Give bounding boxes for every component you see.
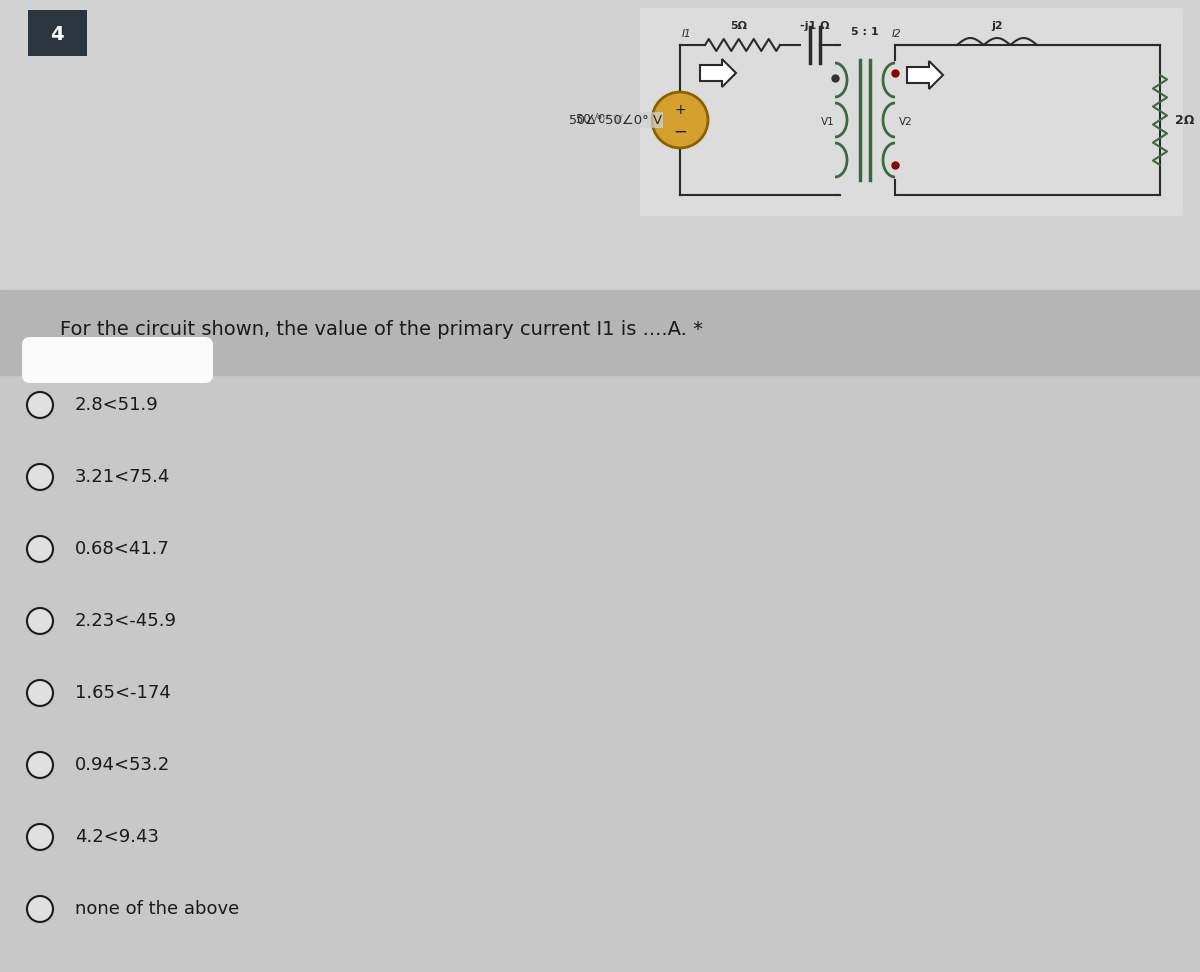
Bar bbox=[0, 0, 1200, 290]
FancyBboxPatch shape bbox=[28, 10, 88, 56]
Text: 4: 4 bbox=[50, 25, 64, 45]
FancyBboxPatch shape bbox=[22, 337, 214, 383]
Text: 1.65<-174: 1.65<-174 bbox=[74, 684, 170, 702]
Text: 5Ω: 5Ω bbox=[730, 21, 746, 31]
Text: 3.21<75.4: 3.21<75.4 bbox=[74, 468, 170, 486]
Bar bbox=[640, 8, 1182, 215]
Circle shape bbox=[28, 680, 53, 706]
Circle shape bbox=[28, 536, 53, 562]
Text: 50∠°° V: 50∠°° V bbox=[569, 114, 622, 126]
Text: 2.23<-45.9: 2.23<-45.9 bbox=[74, 612, 178, 630]
Circle shape bbox=[28, 464, 53, 490]
Text: -j1 Ω: -j1 Ω bbox=[800, 21, 829, 31]
Text: For the circuit shown, the value of the primary current I1 is ....A. *: For the circuit shown, the value of the … bbox=[60, 320, 703, 339]
Text: I1: I1 bbox=[682, 29, 691, 39]
Text: V1: V1 bbox=[821, 117, 835, 127]
Text: 2.8<51.9: 2.8<51.9 bbox=[74, 396, 158, 414]
Text: 2Ω: 2Ω bbox=[1175, 114, 1194, 126]
Text: 4.2<9.43: 4.2<9.43 bbox=[74, 828, 158, 846]
Polygon shape bbox=[700, 59, 736, 87]
Text: 50∠0° V: 50∠0° V bbox=[605, 114, 662, 126]
Text: V2: V2 bbox=[899, 117, 913, 127]
Text: j2: j2 bbox=[991, 21, 1003, 31]
Text: 5 : 1: 5 : 1 bbox=[851, 27, 878, 37]
Text: I2: I2 bbox=[892, 29, 901, 39]
Text: +: + bbox=[674, 103, 686, 117]
Circle shape bbox=[28, 896, 53, 922]
Bar bbox=[0, 290, 1200, 375]
Circle shape bbox=[652, 92, 708, 148]
Text: −: − bbox=[673, 123, 686, 141]
Text: 0.68<41.7: 0.68<41.7 bbox=[74, 540, 170, 558]
Text: 0.94<53.2: 0.94<53.2 bbox=[74, 756, 170, 774]
Circle shape bbox=[28, 392, 53, 418]
Text: 50√0° V: 50√0° V bbox=[576, 114, 624, 126]
Polygon shape bbox=[907, 61, 943, 89]
Circle shape bbox=[28, 824, 53, 850]
Circle shape bbox=[28, 608, 53, 634]
Text: none of the above: none of the above bbox=[74, 900, 239, 918]
Circle shape bbox=[28, 752, 53, 778]
